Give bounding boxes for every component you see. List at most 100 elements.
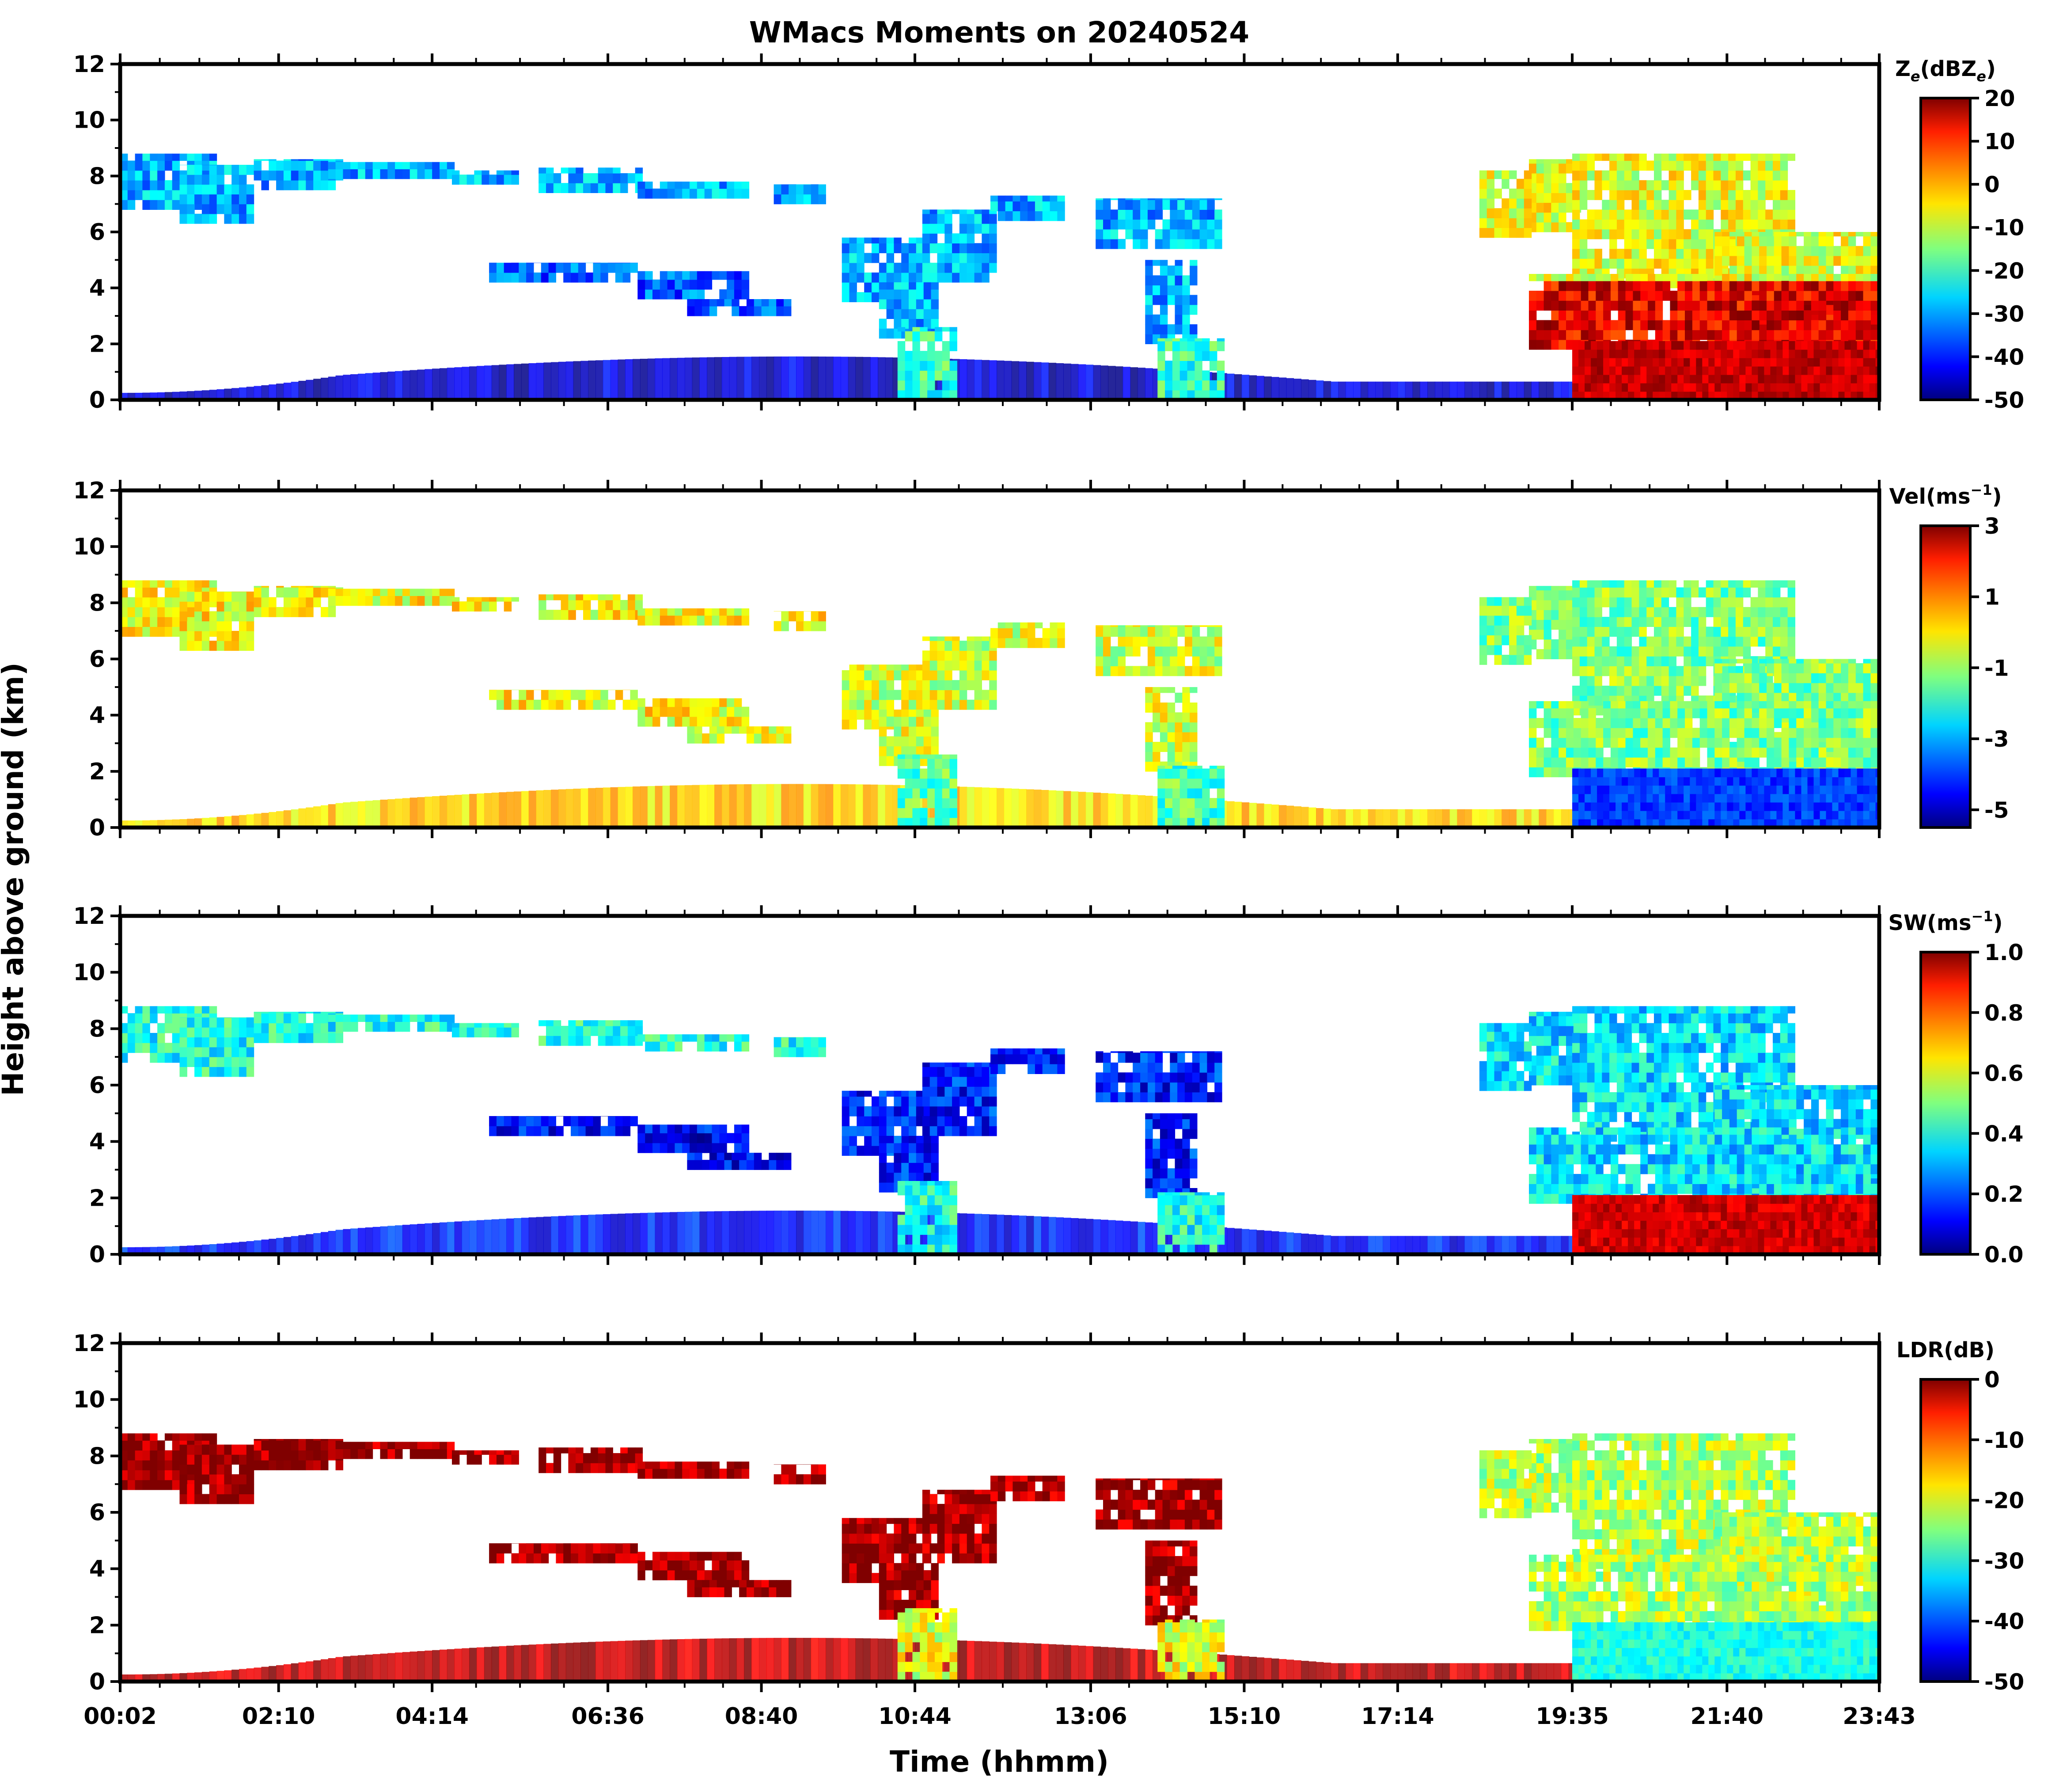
cloud-cell [931, 309, 939, 319]
cloud-cell [1631, 219, 1639, 230]
precip-cell [1820, 383, 1827, 392]
boundary-layer-cell [721, 784, 730, 828]
cloud-cell [967, 213, 975, 224]
cloud-cell [952, 699, 960, 710]
cloud-cell [1133, 625, 1141, 627]
boundary-layer-cell [1472, 809, 1480, 828]
cloud-cell [1559, 159, 1566, 164]
boundary-layer-cell [551, 362, 559, 400]
precip-cell [1622, 375, 1628, 383]
cloud-cell [1781, 683, 1789, 693]
cloud-cell [909, 272, 917, 283]
cloud-cell [879, 299, 887, 309]
cloud-cell [857, 710, 865, 720]
cloud-cell [489, 175, 497, 185]
cloud-cell [187, 621, 195, 631]
cloud-cell [1566, 159, 1574, 164]
cloud-cell [489, 601, 497, 612]
cloud-cell [1713, 636, 1721, 647]
cloud-cell [1509, 218, 1517, 228]
cloud-cell [605, 600, 613, 610]
boundary-layer-cell [736, 357, 744, 400]
cloud-cell [1685, 291, 1693, 301]
cloud-cell [1210, 766, 1217, 769]
cloud-cell [920, 390, 928, 400]
cloud-cell [1050, 628, 1058, 638]
cloud-cell [239, 630, 247, 641]
precip-cell [1628, 391, 1634, 400]
cloud-cell [593, 272, 601, 283]
cloud-cell [1752, 728, 1760, 738]
cloud-cell [246, 165, 254, 175]
cloud-cell [1551, 649, 1559, 660]
precip-cell [1851, 358, 1858, 367]
cloud-cell [842, 690, 850, 700]
cloud-cell [1167, 712, 1176, 723]
cloud-cell [967, 699, 975, 710]
cloud-cell [1487, 597, 1495, 606]
cloud-cell [1789, 274, 1797, 281]
cloud-cell [1698, 587, 1707, 598]
cloud-cell [1543, 708, 1551, 718]
cloud-cell [927, 361, 935, 371]
cloud-cell [417, 588, 425, 596]
cloud-cell [1147, 209, 1156, 220]
cloud-cell [1042, 638, 1050, 648]
cloud-cell [142, 580, 150, 588]
precip-cell [1684, 383, 1690, 392]
precip-cell [1597, 768, 1604, 778]
boundary-layer-cell [1078, 792, 1086, 828]
cloud-cell [1157, 338, 1165, 342]
cloud-cell [1210, 817, 1217, 828]
cloud-cell [1787, 617, 1795, 627]
boundary-layer-cell [1516, 381, 1524, 400]
cloud-cell [967, 641, 975, 651]
cloud-cell [944, 262, 952, 273]
cloud-cell [931, 299, 939, 309]
boundary-layer-cell [1145, 796, 1153, 828]
cloud-cell [1648, 747, 1656, 758]
x-axis-label: Time (hhmm) [890, 1745, 1109, 1779]
cloud-cell [909, 710, 917, 717]
cloud-cell [872, 272, 880, 283]
cloud-cell [697, 608, 705, 616]
cloud-cell [1572, 580, 1580, 588]
cloud-cell [803, 621, 812, 631]
cloud-cell [849, 664, 857, 671]
cloud-cell [660, 706, 668, 717]
cloud-cell [1826, 718, 1834, 728]
cloud-cell [1750, 209, 1758, 220]
cloud-cell [482, 175, 489, 185]
cloud-cell [1167, 324, 1176, 334]
cloud-cell [1551, 222, 1559, 232]
cloud-cell [1050, 195, 1058, 201]
cloud-cell [1618, 737, 1626, 748]
cloud-cell [1579, 646, 1588, 657]
cloud-cell [1722, 274, 1730, 281]
cloud-cell [1187, 766, 1195, 769]
cloud-cell [1870, 728, 1878, 738]
cloud-cell [1588, 757, 1596, 767]
cloud-cell [1833, 246, 1841, 256]
cloud-cell [1833, 300, 1841, 311]
cloud-cell [1735, 580, 1744, 588]
cloud-cell [1750, 597, 1758, 607]
cloud-cell [1588, 708, 1596, 718]
boundary-layer-cell [766, 357, 774, 400]
cloud-cell [1818, 659, 1827, 664]
cloud-cell [1536, 339, 1544, 350]
cloud-cell [927, 351, 935, 361]
cloud-cell [1714, 737, 1722, 748]
cloud-cell [546, 610, 554, 620]
cloud-cell [1774, 673, 1782, 683]
cloud-cell [1655, 320, 1663, 330]
cloud-cell [1743, 153, 1751, 161]
cloud-cell [380, 596, 388, 606]
cloud-cell [1566, 330, 1574, 340]
cloud-cell [1691, 656, 1699, 666]
cloud-cell [201, 213, 210, 224]
cloud-cell [1759, 291, 1767, 301]
cloud-cell [1773, 219, 1781, 230]
boundary-layer-cell [1316, 808, 1324, 828]
precip-cell [1653, 819, 1659, 828]
